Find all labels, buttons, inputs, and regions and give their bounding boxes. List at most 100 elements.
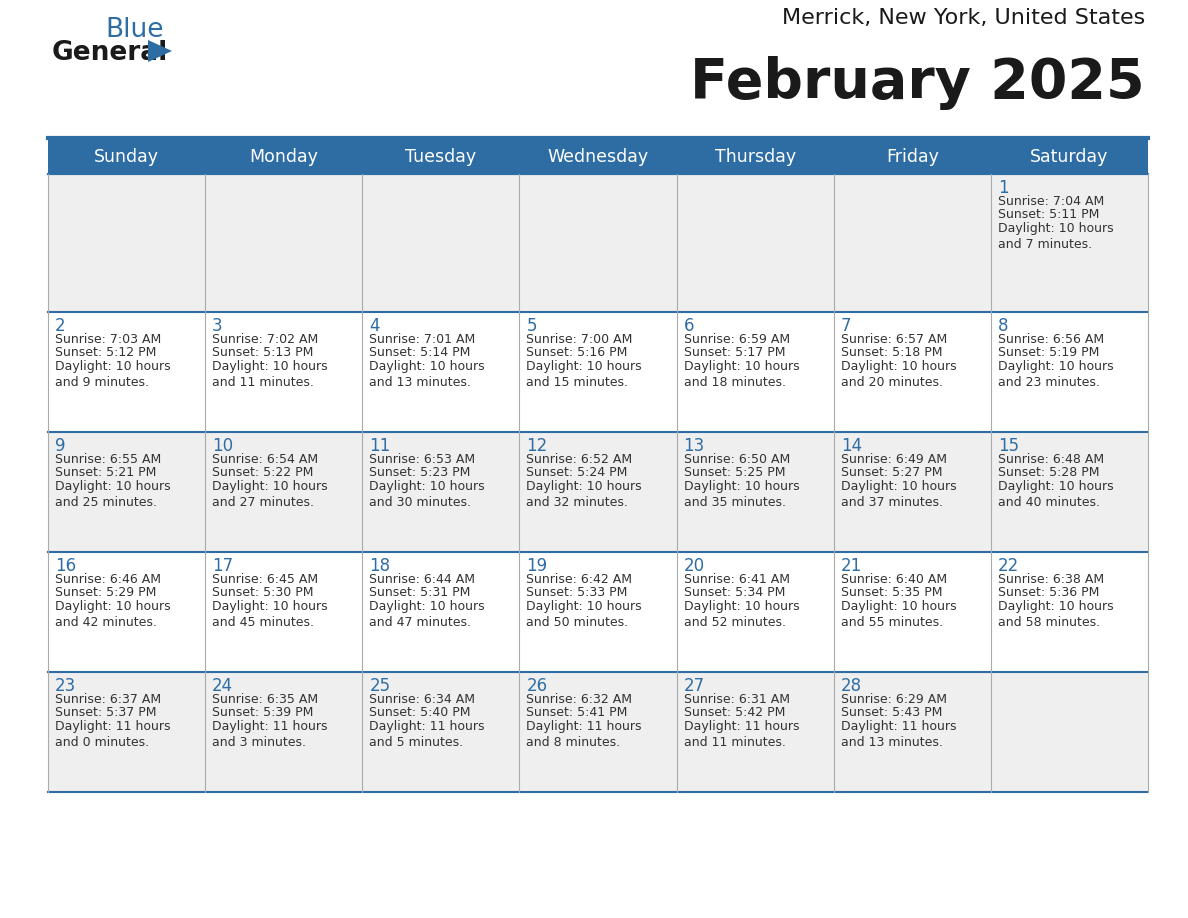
Text: Sunset: 5:24 PM: Sunset: 5:24 PM <box>526 466 627 479</box>
Text: 9: 9 <box>55 437 65 455</box>
Text: Sunrise: 6:56 AM: Sunrise: 6:56 AM <box>998 333 1104 346</box>
Text: Sunset: 5:37 PM: Sunset: 5:37 PM <box>55 707 157 720</box>
Bar <box>48 672 1148 792</box>
Text: Sunrise: 6:57 AM: Sunrise: 6:57 AM <box>841 333 947 346</box>
Text: Sunrise: 7:02 AM: Sunrise: 7:02 AM <box>213 333 318 346</box>
Text: Daylight: 10 hours
and 52 minutes.: Daylight: 10 hours and 52 minutes. <box>683 600 800 629</box>
Text: Sunset: 5:27 PM: Sunset: 5:27 PM <box>841 466 942 479</box>
Text: Daylight: 10 hours
and 58 minutes.: Daylight: 10 hours and 58 minutes. <box>998 600 1113 629</box>
Text: 16: 16 <box>55 557 76 575</box>
Text: Daylight: 10 hours
and 40 minutes.: Daylight: 10 hours and 40 minutes. <box>998 480 1113 509</box>
Text: Sunset: 5:13 PM: Sunset: 5:13 PM <box>213 346 314 360</box>
Text: Daylight: 10 hours
and 9 minutes.: Daylight: 10 hours and 9 minutes. <box>55 360 171 389</box>
Text: Sunrise: 6:34 AM: Sunrise: 6:34 AM <box>369 693 475 706</box>
Bar <box>48 312 1148 432</box>
Text: Sunrise: 6:54 AM: Sunrise: 6:54 AM <box>213 453 318 466</box>
Text: Daylight: 10 hours
and 35 minutes.: Daylight: 10 hours and 35 minutes. <box>683 480 800 509</box>
Text: Daylight: 10 hours
and 15 minutes.: Daylight: 10 hours and 15 minutes. <box>526 360 642 389</box>
Text: Sunrise: 7:04 AM: Sunrise: 7:04 AM <box>998 195 1104 208</box>
Text: Tuesday: Tuesday <box>405 148 476 166</box>
Text: Sunset: 5:22 PM: Sunset: 5:22 PM <box>213 466 314 479</box>
Bar <box>48 174 1148 312</box>
Text: Sunset: 5:35 PM: Sunset: 5:35 PM <box>841 587 942 599</box>
Text: 1: 1 <box>998 179 1009 197</box>
Text: Sunrise: 6:41 AM: Sunrise: 6:41 AM <box>683 573 790 586</box>
Text: 2: 2 <box>55 317 65 335</box>
Text: 12: 12 <box>526 437 548 455</box>
Text: Sunset: 5:25 PM: Sunset: 5:25 PM <box>683 466 785 479</box>
Text: Sunset: 5:14 PM: Sunset: 5:14 PM <box>369 346 470 360</box>
Text: Daylight: 10 hours
and 7 minutes.: Daylight: 10 hours and 7 minutes. <box>998 222 1113 251</box>
Text: Sunrise: 6:44 AM: Sunrise: 6:44 AM <box>369 573 475 586</box>
Text: General: General <box>52 40 169 66</box>
Text: Sunrise: 6:29 AM: Sunrise: 6:29 AM <box>841 693 947 706</box>
Text: Thursday: Thursday <box>714 148 796 166</box>
Text: Sunday: Sunday <box>94 148 159 166</box>
Text: Sunset: 5:39 PM: Sunset: 5:39 PM <box>213 707 314 720</box>
Text: Sunrise: 6:32 AM: Sunrise: 6:32 AM <box>526 693 632 706</box>
Text: Daylight: 10 hours
and 32 minutes.: Daylight: 10 hours and 32 minutes. <box>526 480 642 509</box>
Text: Sunrise: 7:00 AM: Sunrise: 7:00 AM <box>526 333 633 346</box>
Text: Sunset: 5:19 PM: Sunset: 5:19 PM <box>998 346 1099 360</box>
Text: Sunset: 5:30 PM: Sunset: 5:30 PM <box>213 587 314 599</box>
Text: Sunset: 5:18 PM: Sunset: 5:18 PM <box>841 346 942 360</box>
Text: 23: 23 <box>55 677 76 695</box>
Text: Sunrise: 6:35 AM: Sunrise: 6:35 AM <box>213 693 318 706</box>
Text: Blue: Blue <box>105 17 164 43</box>
Text: Sunrise: 6:42 AM: Sunrise: 6:42 AM <box>526 573 632 586</box>
Text: Sunset: 5:31 PM: Sunset: 5:31 PM <box>369 587 470 599</box>
Text: Sunrise: 6:37 AM: Sunrise: 6:37 AM <box>55 693 162 706</box>
Text: Sunset: 5:28 PM: Sunset: 5:28 PM <box>998 466 1099 479</box>
Text: 22: 22 <box>998 557 1019 575</box>
Text: Sunrise: 6:52 AM: Sunrise: 6:52 AM <box>526 453 632 466</box>
Text: 4: 4 <box>369 317 380 335</box>
Text: Daylight: 10 hours
and 13 minutes.: Daylight: 10 hours and 13 minutes. <box>369 360 485 389</box>
Text: Daylight: 10 hours
and 20 minutes.: Daylight: 10 hours and 20 minutes. <box>841 360 956 389</box>
Text: 25: 25 <box>369 677 391 695</box>
Text: Sunset: 5:36 PM: Sunset: 5:36 PM <box>998 587 1099 599</box>
Text: Daylight: 10 hours
and 37 minutes.: Daylight: 10 hours and 37 minutes. <box>841 480 956 509</box>
Text: Daylight: 10 hours
and 25 minutes.: Daylight: 10 hours and 25 minutes. <box>55 480 171 509</box>
Text: Sunrise: 7:03 AM: Sunrise: 7:03 AM <box>55 333 162 346</box>
Text: 8: 8 <box>998 317 1009 335</box>
Text: 10: 10 <box>213 437 233 455</box>
Text: Sunrise: 6:49 AM: Sunrise: 6:49 AM <box>841 453 947 466</box>
Text: 20: 20 <box>683 557 704 575</box>
Text: Daylight: 11 hours
and 5 minutes.: Daylight: 11 hours and 5 minutes. <box>369 720 485 749</box>
Text: Sunset: 5:17 PM: Sunset: 5:17 PM <box>683 346 785 360</box>
Text: Daylight: 11 hours
and 8 minutes.: Daylight: 11 hours and 8 minutes. <box>526 720 642 749</box>
Text: Wednesday: Wednesday <box>548 148 649 166</box>
Text: Sunrise: 6:38 AM: Sunrise: 6:38 AM <box>998 573 1104 586</box>
Text: Sunrise: 6:55 AM: Sunrise: 6:55 AM <box>55 453 162 466</box>
Text: Sunset: 5:43 PM: Sunset: 5:43 PM <box>841 707 942 720</box>
Text: Daylight: 10 hours
and 18 minutes.: Daylight: 10 hours and 18 minutes. <box>683 360 800 389</box>
Bar <box>48 432 1148 552</box>
Text: 3: 3 <box>213 317 223 335</box>
Text: Sunset: 5:16 PM: Sunset: 5:16 PM <box>526 346 627 360</box>
Text: Sunrise: 6:46 AM: Sunrise: 6:46 AM <box>55 573 162 586</box>
Text: Daylight: 10 hours
and 27 minutes.: Daylight: 10 hours and 27 minutes. <box>213 480 328 509</box>
Text: Daylight: 10 hours
and 50 minutes.: Daylight: 10 hours and 50 minutes. <box>526 600 642 629</box>
Text: Sunrise: 6:50 AM: Sunrise: 6:50 AM <box>683 453 790 466</box>
Text: Sunrise: 7:01 AM: Sunrise: 7:01 AM <box>369 333 475 346</box>
Text: Daylight: 11 hours
and 3 minutes.: Daylight: 11 hours and 3 minutes. <box>213 720 328 749</box>
Text: 26: 26 <box>526 677 548 695</box>
Text: Daylight: 10 hours
and 23 minutes.: Daylight: 10 hours and 23 minutes. <box>998 360 1113 389</box>
Text: Merrick, New York, United States: Merrick, New York, United States <box>782 8 1145 28</box>
Text: Monday: Monday <box>249 148 318 166</box>
Text: Sunset: 5:42 PM: Sunset: 5:42 PM <box>683 707 785 720</box>
Text: 28: 28 <box>841 677 861 695</box>
Text: Daylight: 10 hours
and 45 minutes.: Daylight: 10 hours and 45 minutes. <box>213 600 328 629</box>
Text: 11: 11 <box>369 437 391 455</box>
Text: Daylight: 10 hours
and 47 minutes.: Daylight: 10 hours and 47 minutes. <box>369 600 485 629</box>
Text: Sunrise: 6:45 AM: Sunrise: 6:45 AM <box>213 573 318 586</box>
Text: Sunset: 5:21 PM: Sunset: 5:21 PM <box>55 466 157 479</box>
Text: Sunrise: 6:59 AM: Sunrise: 6:59 AM <box>683 333 790 346</box>
Text: Sunset: 5:33 PM: Sunset: 5:33 PM <box>526 587 627 599</box>
Text: Daylight: 10 hours
and 11 minutes.: Daylight: 10 hours and 11 minutes. <box>213 360 328 389</box>
Text: Saturday: Saturday <box>1030 148 1108 166</box>
Text: Sunrise: 6:53 AM: Sunrise: 6:53 AM <box>369 453 475 466</box>
Text: 21: 21 <box>841 557 862 575</box>
Text: Daylight: 11 hours
and 0 minutes.: Daylight: 11 hours and 0 minutes. <box>55 720 171 749</box>
Polygon shape <box>148 40 172 62</box>
